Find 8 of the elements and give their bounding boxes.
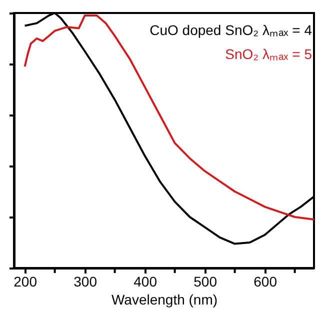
text: SnO₂ λₘₐₓ = 5	[225, 46, 312, 62]
x-axis-title: Wavelength (nm)	[111, 292, 218, 308]
x-tick-label: 200	[14, 274, 38, 290]
x-tick-label: 600	[254, 274, 278, 290]
text: CuO doped SnO₂ λₘₐₓ = 4	[150, 22, 312, 38]
x-tick-label: 300	[74, 274, 98, 290]
x-tick-label: 400	[134, 274, 158, 290]
x-tick-label: 500	[194, 274, 218, 290]
